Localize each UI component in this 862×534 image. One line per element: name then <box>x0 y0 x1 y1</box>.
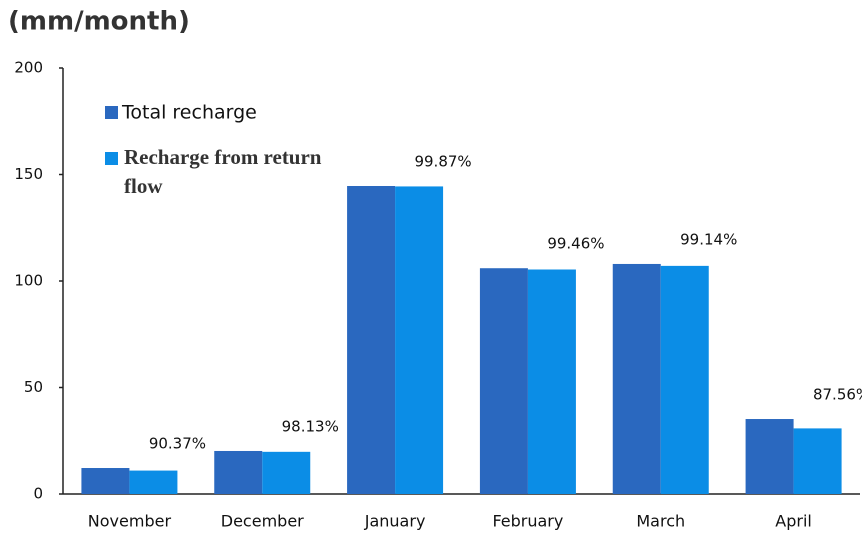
x-tick-label: November <box>88 512 172 531</box>
annotation: 99.14% <box>680 230 737 248</box>
legend-label: Total recharge <box>121 102 257 124</box>
bar <box>612 263 661 494</box>
bar <box>745 419 794 494</box>
annotation: 99.87% <box>414 153 471 171</box>
x-tick-label: January <box>364 512 426 531</box>
annotation: 90.37% <box>149 435 206 453</box>
legend-entry: Recharge from return flow <box>124 145 322 198</box>
y-tick-label: 50 <box>24 378 43 396</box>
bar <box>214 450 263 494</box>
y-tick-label: 0 <box>33 485 43 503</box>
x-tick-label: December <box>221 512 304 531</box>
x-tick-label: February <box>492 512 563 531</box>
legend-swatch <box>105 152 118 165</box>
bar <box>793 428 842 494</box>
y-tick-label: 200 <box>14 59 43 77</box>
bar <box>262 451 311 494</box>
y-tick-label: 100 <box>14 272 43 290</box>
x-tick-label: March <box>636 512 685 531</box>
bar <box>81 468 130 494</box>
annotation: 99.46% <box>547 235 604 253</box>
bar <box>347 186 396 494</box>
x-tick-label: April <box>775 512 812 531</box>
annotation: 87.56% <box>813 386 862 404</box>
y-tick-label: 150 <box>14 165 43 183</box>
bar <box>527 269 576 494</box>
bar <box>129 470 178 494</box>
bar <box>660 265 709 494</box>
bar <box>395 186 444 495</box>
y-axis-label: (mm/month) <box>8 7 190 37</box>
annotation: 98.13% <box>282 417 339 435</box>
legend-swatch <box>105 106 118 119</box>
legend-label: Recharge from return flow <box>124 145 322 198</box>
bar <box>479 268 528 494</box>
